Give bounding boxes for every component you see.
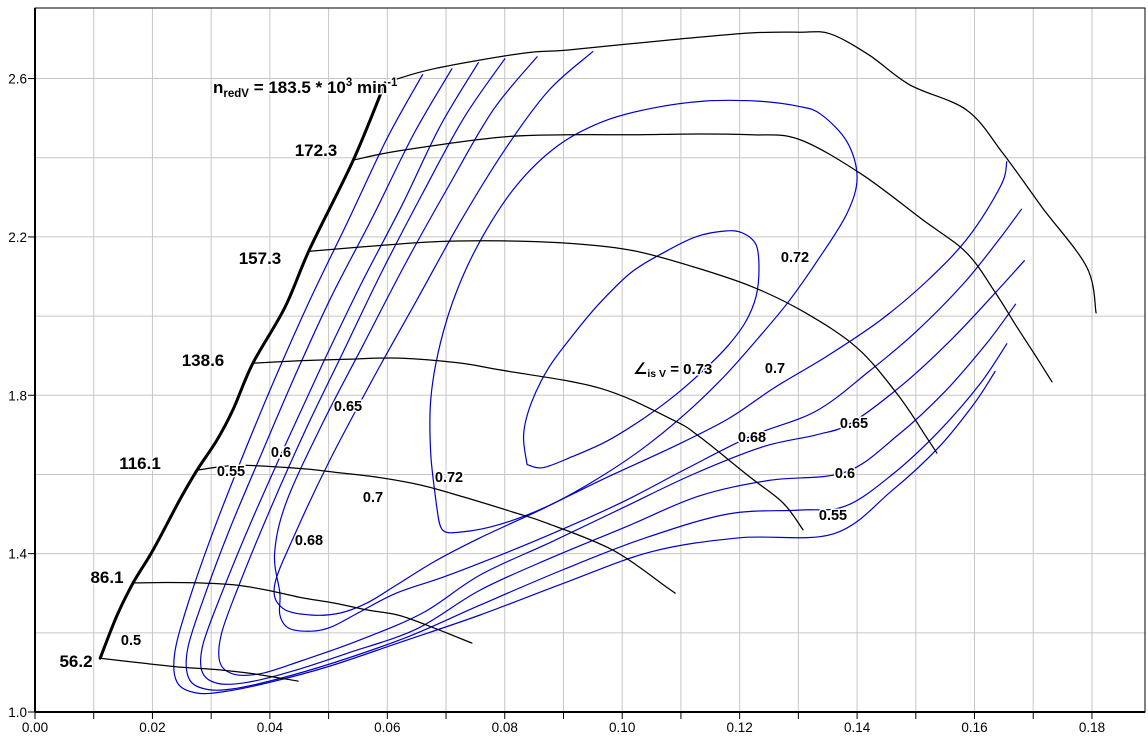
y-tick-label: 1.0	[8, 705, 27, 720]
speed-line-183.5	[384, 31, 1097, 314]
y-tick-label: 2.6	[8, 72, 27, 87]
speed-line-172.3	[352, 133, 1053, 383]
efficiency-label-0.6: 0.6	[271, 445, 291, 461]
efficiency-label-0.72: 0.72	[435, 470, 463, 486]
max-speed-annotation-part: -1	[387, 77, 398, 89]
y-tick-label: 1.4	[8, 547, 27, 562]
efficiency-contour-0.68	[273, 56, 1023, 632]
max-speed-annotation: nredV = 183.5 * 103 min-1	[213, 77, 398, 100]
speed-label-138.6: 138.6	[182, 351, 225, 370]
x-tick-label: 0.10	[609, 720, 635, 735]
isentropic-efficiency-annotation-part: ∠	[633, 361, 647, 378]
x-tick-label: 0.04	[257, 720, 284, 735]
x-tick-label: 0.06	[374, 720, 400, 735]
efficiency-label-0.72: 0.72	[781, 250, 809, 266]
x-tick-label: 0.16	[961, 720, 987, 735]
x-tick-label: 0.14	[844, 720, 871, 735]
grid-layer	[35, 8, 1145, 712]
speed-label-157.3: 157.3	[239, 249, 282, 268]
y-tick-label: 2.2	[8, 230, 27, 245]
speed-label-56.2: 56.2	[59, 652, 92, 671]
efficiency-label-0.68: 0.68	[738, 430, 766, 446]
efficiency-contour-0.6	[199, 62, 1017, 685]
x-tick-label: 0.18	[1079, 720, 1105, 735]
efficiency-label-0.6: 0.6	[835, 466, 855, 482]
max-speed-annotation-part: redV	[223, 88, 249, 100]
efficiency-contour-0.55	[185, 68, 1008, 691]
efficiency-label-0.68: 0.68	[295, 533, 323, 549]
efficiency-contour-0.5	[173, 74, 996, 695]
x-tick-label: 0.12	[726, 720, 752, 735]
efficiency-contour-0.72	[429, 99, 858, 534]
isentropic-efficiency-annotation-part: = 0.73	[666, 361, 712, 378]
labels-layer: 0.00 0.02 0.04 0.06 0.08 0.10 0.12 0.14 0.16 0.18…	[8, 72, 1105, 735]
speed-label-116.1: 116.1	[119, 454, 161, 473]
efficiency-label-0.55: 0.55	[217, 464, 245, 480]
efficiency-label-0.7: 0.7	[363, 490, 383, 506]
surge-line	[98, 81, 387, 660]
speed-line-56.2	[99, 657, 299, 682]
speed-line-157.3	[309, 240, 938, 454]
x-tick-label: 0.02	[139, 720, 165, 735]
max-speed-annotation-part: n	[213, 78, 223, 97]
max-speed-annotation-part: min	[352, 78, 387, 97]
x-tick-label: 0.08	[492, 720, 518, 735]
efficiency-label-0.7: 0.7	[765, 361, 785, 377]
isentropic-efficiency-annotation: ∠is V = 0.73	[633, 361, 712, 380]
axis-layer	[28, 7, 1146, 719]
speed-line-116.1	[196, 464, 676, 594]
speed-label-172.3: 172.3	[295, 141, 338, 160]
efficiency-label-0.65: 0.65	[840, 416, 868, 432]
speed-lines-layer	[98, 31, 1097, 682]
x-tick-label: 0.00	[22, 720, 48, 735]
efficiency-contour-0.65	[218, 58, 1025, 677]
efficiency-label-0.5: 0.5	[121, 633, 141, 649]
speed-label-86.1: 86.1	[90, 568, 123, 587]
efficiency-label-0.55: 0.55	[819, 508, 847, 524]
max-speed-annotation-part: = 183.5 * 10	[249, 78, 346, 97]
max-speed-annotation-part: 3	[346, 77, 352, 89]
isentropic-efficiency-annotation-part: is V	[647, 368, 666, 380]
speed-line-86.1	[132, 581, 473, 644]
efficiency-contour-0.73	[522, 230, 760, 469]
speed-line-138.6	[252, 357, 804, 531]
efficiency-label-0.65: 0.65	[334, 399, 362, 415]
efficiency-contour-0.7	[273, 51, 1008, 616]
efficiency-contours-layer	[173, 51, 1025, 695]
y-tick-label: 1.8	[8, 388, 27, 403]
